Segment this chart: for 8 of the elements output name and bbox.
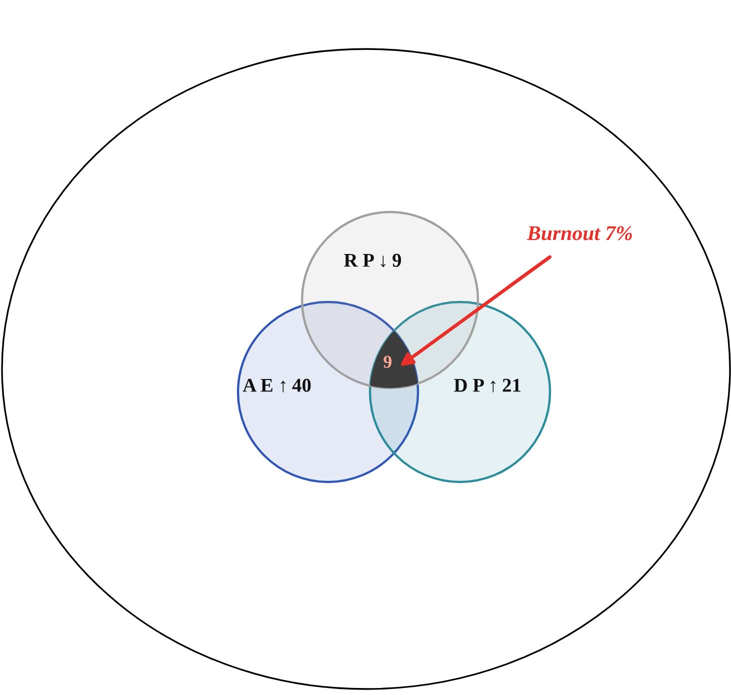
category-label: R P ↓ (344, 254, 386, 268)
category-label: A E ↑ (242, 378, 286, 392)
text: 9 (384, 356, 392, 368)
data-label: 40 (292, 378, 311, 392)
data-label: 9 (392, 254, 402, 267)
text: Burnout 7% (526, 226, 632, 240)
category-label: D P ↑ (454, 378, 496, 392)
data-label: 21 (502, 378, 520, 392)
